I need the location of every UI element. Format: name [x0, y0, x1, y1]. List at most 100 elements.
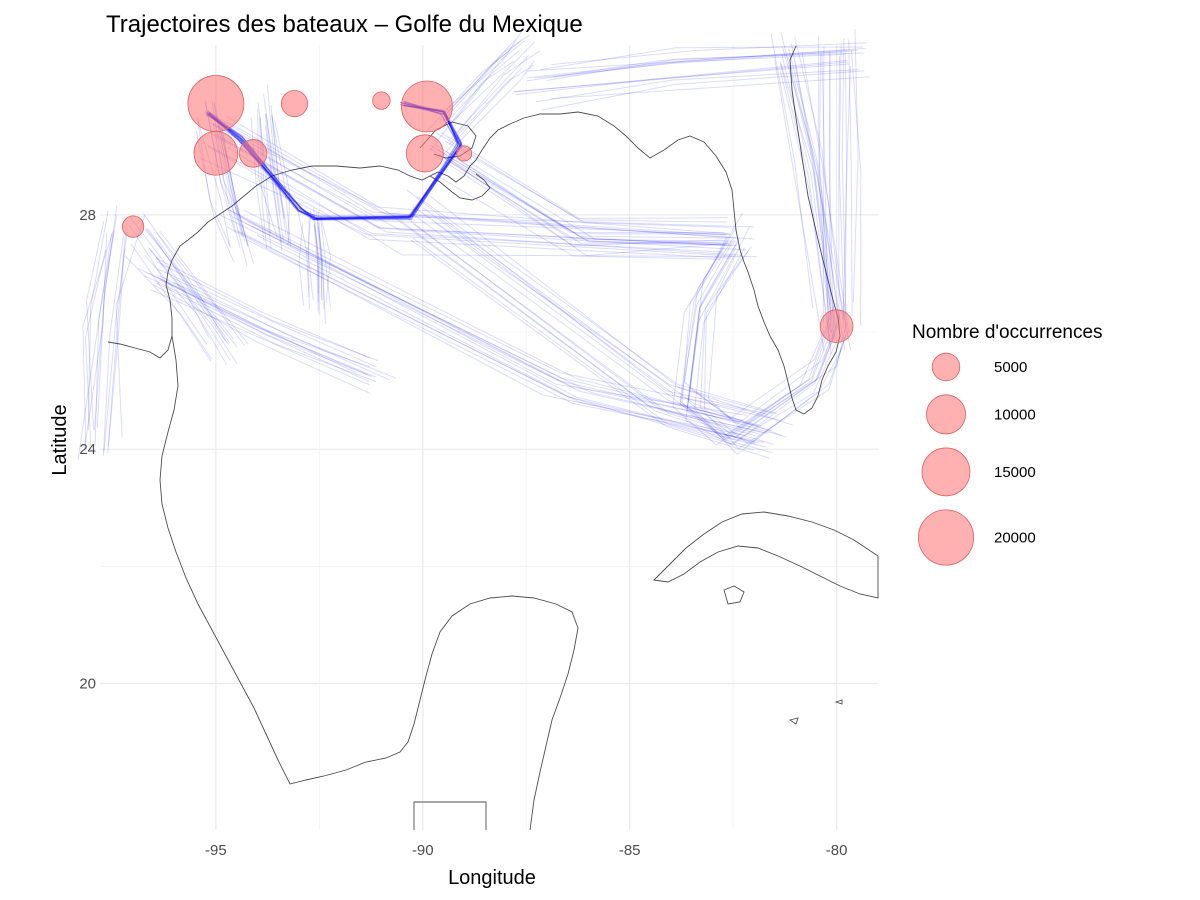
port-bubble: [280, 90, 309, 118]
vessel-track: [124, 255, 213, 360]
vessel-track: [681, 238, 828, 440]
vessel-track: [443, 154, 729, 257]
legend-key-circle: [931, 352, 961, 382]
vessel-track: [239, 216, 759, 427]
vessel-track: [437, 149, 728, 239]
port-bubble: [187, 75, 245, 132]
vessel-track: [264, 125, 283, 252]
vessel-track: [444, 140, 730, 228]
coastline-cayman: [788, 699, 843, 725]
vessel-track: [229, 209, 747, 411]
coastline-cuba: [653, 511, 879, 599]
vessel-track: [243, 222, 764, 434]
size-legend: Nombre d'occurrences 5000 10000 15000 20000: [912, 322, 1103, 566]
vessel-track: [688, 237, 839, 438]
vessel-track: [236, 229, 755, 451]
vessel-track: [707, 226, 848, 429]
vessel-track: [155, 260, 379, 362]
vessel-track: [250, 116, 265, 242]
vessel-track: [779, 61, 831, 345]
vessel-track: [458, 60, 535, 143]
vessel-track: [541, 70, 865, 111]
vessel-track: [406, 189, 769, 415]
vessel-track: [526, 51, 843, 82]
vessel-track: [266, 84, 285, 220]
vessel-track: [852, 29, 859, 303]
vessel-track: [399, 219, 757, 445]
vessel-track: [200, 157, 732, 257]
vessel-track: [801, 51, 850, 333]
vessel-track: [320, 215, 331, 304]
vessel-track: [159, 279, 376, 378]
vessel-track: [448, 55, 529, 142]
vessel-track: [271, 115, 292, 246]
vessel-track: [156, 232, 245, 347]
vessel-track: [77, 233, 113, 461]
vessel-track: [780, 63, 835, 341]
port-bubble: [819, 309, 854, 343]
vessel-track: [679, 236, 831, 438]
vessel-track: [435, 144, 725, 234]
legend-title: Nombre d'occurrences: [912, 322, 1103, 343]
x-axis-title: Longitude: [448, 867, 536, 889]
legend-label: 5000: [994, 359, 1027, 376]
vessel-track: [207, 146, 730, 259]
vessel-track: [243, 209, 762, 427]
x-tick-label: -95: [205, 842, 227, 859]
axes: -95 -90 -85 -80 20 24 28: [79, 207, 847, 859]
vessel-track: [448, 64, 535, 146]
vessel-track: [439, 38, 516, 122]
vessel-track: [156, 276, 370, 382]
port-bubbles: [121, 75, 854, 343]
vessel-track: [686, 243, 837, 441]
vessel-track: [423, 207, 779, 421]
vessel-track: [790, 43, 836, 329]
vessel-track: [223, 138, 742, 256]
vessel-track: [429, 60, 515, 151]
vessel-track: [450, 40, 526, 127]
vessel-track: [550, 76, 870, 100]
y-tick-label: 28: [79, 207, 96, 224]
y-tick-label: 20: [79, 676, 96, 693]
vessel-track: [829, 53, 834, 332]
legend-key-circle: [926, 394, 966, 435]
vessel-track: [781, 54, 834, 341]
coastline-layer: [107, 45, 879, 831]
vessel-track: [320, 217, 331, 308]
vessel-track: [841, 38, 847, 313]
legend-key-circle: [921, 447, 971, 497]
vessel-track: [794, 36, 844, 319]
vessel-track: [412, 206, 773, 414]
vessel-track: [431, 172, 722, 260]
vessel-track: [307, 218, 310, 310]
vessel-track: [155, 236, 238, 348]
vessel-track: [447, 34, 530, 112]
vessel-track: [155, 257, 371, 359]
port-bubble: [121, 215, 145, 238]
vessel-track: [147, 228, 229, 346]
vessel-track: [157, 274, 369, 376]
vessel-track: [818, 53, 831, 332]
vessel-track: [270, 105, 287, 236]
vessel-track: [107, 248, 125, 454]
x-tick-label: -90: [412, 842, 434, 859]
vessel-track: [429, 195, 793, 426]
vessel-track: [173, 277, 396, 379]
legend-label: 20000: [994, 529, 1036, 546]
vessel-track: [144, 254, 228, 365]
vessel-track: [413, 223, 774, 445]
vessel-track: [159, 230, 249, 345]
vessel-track: [157, 268, 377, 368]
vessel-track: [679, 243, 832, 440]
vessel-track: [225, 115, 754, 228]
coastline-us-mexico: [107, 45, 841, 415]
vessel-track: [844, 65, 851, 333]
vessel-track: [86, 220, 105, 430]
vessel-track: [315, 212, 323, 301]
vessel-track: [260, 117, 272, 249]
vessel-track: [689, 212, 841, 424]
vessel-track: [782, 47, 837, 329]
vessel-track: [450, 150, 737, 242]
coastline-border-box: [413, 801, 487, 830]
